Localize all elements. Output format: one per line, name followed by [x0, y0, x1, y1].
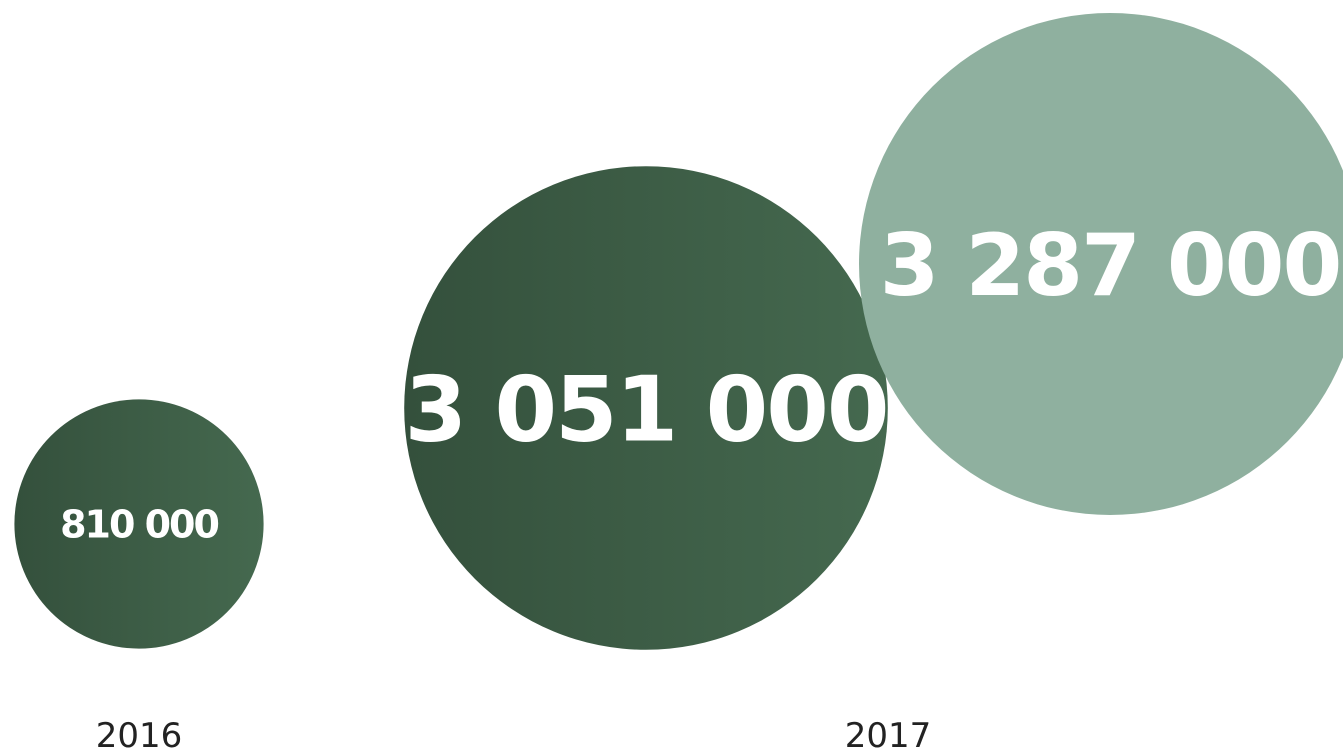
bubble-value-label: 810 000 — [60, 503, 218, 547]
bubble-value-label: 3 287 000 — [880, 216, 1341, 316]
category-label-2016: 2016 — [96, 716, 183, 748]
category-label-2017: 2017 — [845, 716, 932, 748]
bubble-2017-2 — [404, 166, 888, 650]
category-labels: 2016 2017 — [96, 716, 932, 748]
bubble-2017-3 — [859, 13, 1343, 515]
bubble-value-label: 3 051 000 — [404, 357, 887, 462]
bubble-2016-1 — [14, 399, 264, 649]
bubbles-layer: 810 000 3 051 000 3 287 000 — [14, 13, 1343, 650]
